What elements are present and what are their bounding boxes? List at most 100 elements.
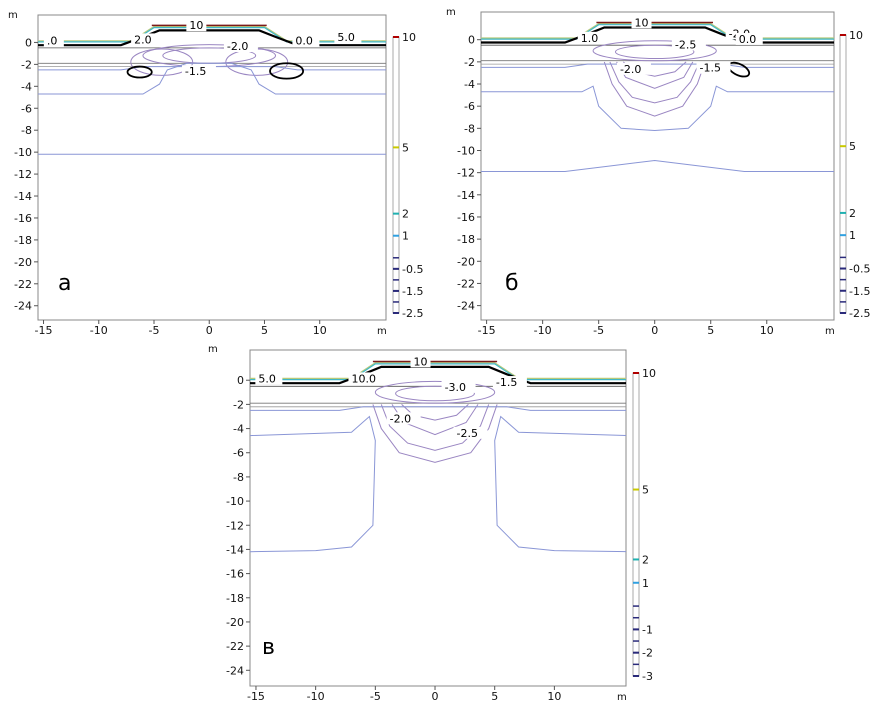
panel-c: 0-2-4-6-8-10-12-14-16-18-20-22-24-15 -10-… xyxy=(208,344,656,703)
contour-label: -2.0 xyxy=(390,412,411,425)
contour-line xyxy=(401,404,469,421)
contour-label: .0 xyxy=(47,35,58,48)
x-tick-label: 5 xyxy=(261,324,268,337)
y-tick-label: -22 xyxy=(457,277,475,290)
y-tick-label: -10 xyxy=(14,146,32,159)
x-tick-label: 0 xyxy=(651,324,658,337)
y-tick-label: -20 xyxy=(14,256,32,269)
contour-line xyxy=(374,380,496,404)
contour-line-surface xyxy=(250,363,626,381)
colorbar-tick-label: 1 xyxy=(849,229,856,242)
contour-label: -1.5 xyxy=(700,62,721,75)
y-tick-label: 0 xyxy=(237,374,244,387)
y-tick-label: -16 xyxy=(457,211,475,224)
contour-label-bg xyxy=(696,61,731,74)
y-tick-label: -12 xyxy=(14,168,32,181)
contour-line xyxy=(609,61,700,104)
colorbar-tick-label: 5 xyxy=(402,141,409,154)
panel-label: в xyxy=(262,635,275,660)
contour-label: 0.0 xyxy=(739,33,757,46)
contour-label: 1.0 xyxy=(581,32,599,45)
colorbar xyxy=(839,34,847,314)
y-axis-label: m xyxy=(208,344,218,355)
contour-label-bg xyxy=(186,19,207,32)
colorbar-tick-label: -2.5 xyxy=(402,307,423,320)
colorbar-tick-label: 10 xyxy=(402,31,416,44)
y-tick-label: -6 xyxy=(21,102,32,115)
contour-label: 10 xyxy=(414,356,428,369)
colorbar-tick-label: -3 xyxy=(642,670,653,683)
colorbar-tick-label: 2 xyxy=(849,207,856,220)
contour-label-bg xyxy=(453,426,488,439)
contour-label: -2.5 xyxy=(457,427,478,440)
contour-label-bg xyxy=(671,38,706,51)
y-tick-label: -22 xyxy=(14,278,32,291)
y-tick-label: -20 xyxy=(226,616,244,629)
contour-label-bg xyxy=(577,31,605,44)
contour-line xyxy=(614,44,695,60)
colorbar-tick-label: -2.5 xyxy=(849,307,870,320)
y-tick-label: -2 xyxy=(21,58,32,71)
contour-label-bg xyxy=(386,412,421,425)
y-tick-label: -18 xyxy=(457,233,475,246)
y-tick-label: -14 xyxy=(226,543,244,556)
colorbar-tick-label: -0.5 xyxy=(402,263,423,276)
y-tick-label: -6 xyxy=(233,447,244,460)
y-tick-label: -12 xyxy=(226,519,244,532)
contour-label-bg xyxy=(616,62,651,75)
contour-label: 10 xyxy=(635,16,649,29)
contour-label: -3.0 xyxy=(445,381,466,394)
contour-label-bg xyxy=(334,31,362,44)
y-tick-label: -24 xyxy=(457,300,475,313)
x-tick-label: -10 xyxy=(534,324,552,337)
panel-label: а xyxy=(58,271,71,296)
x-tick-label: 10 xyxy=(313,324,327,337)
contour-line xyxy=(372,404,498,463)
contour-label-bg xyxy=(255,372,283,385)
colorbar-tick-label: 5 xyxy=(849,140,856,153)
contour-label: -1.5 xyxy=(185,65,206,78)
x-tick-label: -15 xyxy=(478,324,496,337)
y-axis-label: m xyxy=(8,10,18,21)
contour-line xyxy=(380,404,490,451)
colorbar xyxy=(392,36,400,314)
panel-label: б xyxy=(505,271,519,296)
contour-label: -2.0 xyxy=(620,63,641,76)
contour-label: -2.5 xyxy=(675,38,696,51)
y-tick-label: -4 xyxy=(233,423,244,436)
y-tick-label: -14 xyxy=(457,189,475,202)
contour-label-bg xyxy=(223,40,258,53)
plot-frame xyxy=(37,14,387,321)
x-axis-label: m xyxy=(825,326,835,337)
contour-line-surface xyxy=(250,362,626,379)
x-tick-label: 0 xyxy=(432,690,439,703)
contour-label: -1.5 xyxy=(496,376,517,389)
y-tick-label: -20 xyxy=(457,255,475,268)
contour-label-bg xyxy=(410,355,431,368)
colorbar-tick-label: 10 xyxy=(642,367,656,380)
contour-label-bg xyxy=(43,34,64,47)
colorbar-tick-label: -1.5 xyxy=(849,285,870,298)
colorbar-tick-label: 2 xyxy=(402,208,409,221)
y-tick-label: -22 xyxy=(226,640,244,653)
contour-label: 5.0 xyxy=(337,31,355,44)
x-tick-label: -15 xyxy=(35,324,53,337)
contour-label: 2.0 xyxy=(134,33,152,46)
x-tick-label: 5 xyxy=(707,324,714,337)
colorbar-tick-label: -2 xyxy=(642,647,653,660)
panel-b: 0 -2 -4 -6 -8 -10 -12 -14 -16 -18 -20 -22 -24-15 -10 -… xyxy=(446,7,870,337)
colorbar-tick-label: -1.5 xyxy=(402,285,423,298)
plot-area: 10 2.0 -2.0 0.0 5.0 -1.5 .0 xyxy=(38,19,386,155)
y-tick-label: -16 xyxy=(226,568,244,581)
colorbar-tick-label: 1 xyxy=(402,230,409,243)
colorbar xyxy=(632,372,640,677)
contour-line xyxy=(250,406,626,411)
y-tick-label: -18 xyxy=(14,234,32,247)
x-tick-label: -5 xyxy=(149,324,160,337)
y-tick-label: -8 xyxy=(21,124,32,137)
x-tick-label: -15 xyxy=(247,690,265,703)
y-tick-label: -10 xyxy=(226,495,244,508)
x-tick-label: 10 xyxy=(760,324,774,337)
colorbar-tick-label: 10 xyxy=(849,29,863,42)
y-tick-label: 0 xyxy=(25,36,32,49)
